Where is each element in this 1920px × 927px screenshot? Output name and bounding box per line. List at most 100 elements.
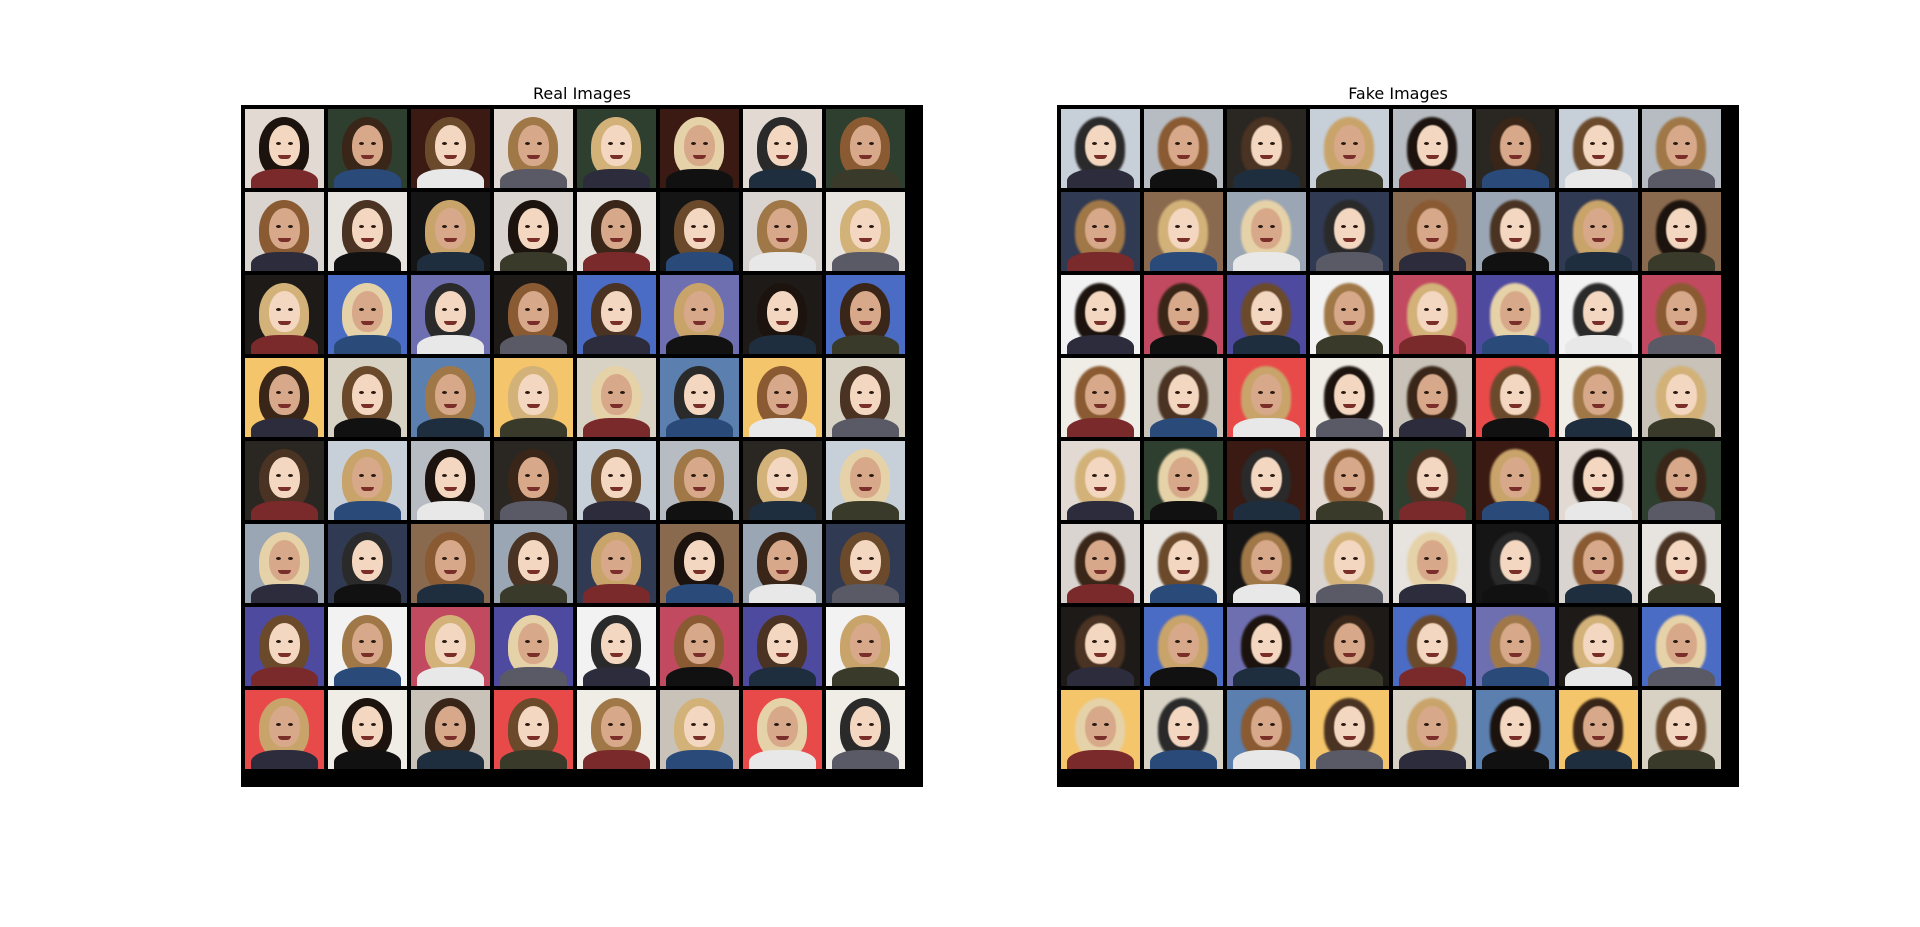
mouth-shape <box>1177 736 1190 740</box>
face-shape <box>767 374 798 415</box>
shoulders-shape <box>1482 418 1549 437</box>
left-eye <box>608 474 613 477</box>
face-shape <box>518 706 549 747</box>
shoulders-shape <box>1482 750 1549 769</box>
right-eye <box>1187 391 1192 394</box>
right-eye <box>786 308 791 311</box>
face-shape <box>1417 208 1448 249</box>
right-eye <box>1436 391 1441 394</box>
right-eye <box>1353 557 1358 560</box>
left-eye <box>608 640 613 643</box>
fake-image-tile <box>1144 441 1223 520</box>
mouth-shape <box>693 653 706 657</box>
shoulders-shape <box>1150 252 1217 271</box>
shoulders-shape <box>1067 335 1134 354</box>
left-eye <box>1175 474 1180 477</box>
fake-image-tile <box>1393 524 1472 603</box>
mouth-shape <box>776 487 789 491</box>
shoulders-shape <box>832 335 899 354</box>
real-image-tile <box>743 690 822 769</box>
mouth-shape <box>1426 736 1439 740</box>
left-eye <box>359 640 364 643</box>
mouth-shape <box>1509 487 1522 491</box>
mouth-shape <box>1260 321 1273 325</box>
left-eye <box>1175 308 1180 311</box>
fake-image-tile <box>1227 275 1306 354</box>
mouth-shape <box>1260 404 1273 408</box>
face-shape <box>1500 291 1531 332</box>
face-shape <box>1251 623 1282 664</box>
shoulders-shape <box>251 584 318 603</box>
mouth-shape <box>693 570 706 574</box>
mouth-shape <box>1343 653 1356 657</box>
shoulders-shape <box>1482 335 1549 354</box>
face-shape <box>1666 706 1697 747</box>
left-eye <box>857 723 862 726</box>
mouth-shape <box>1177 155 1190 159</box>
fake-image-tile <box>1227 109 1306 188</box>
left-eye <box>774 308 779 311</box>
right-eye <box>1353 142 1358 145</box>
fake-image-tile <box>1559 275 1638 354</box>
mouth-shape <box>1094 736 1107 740</box>
left-eye <box>1590 557 1595 560</box>
right-eye <box>1104 308 1109 311</box>
mouth-shape <box>361 238 374 242</box>
left-eye <box>525 308 530 311</box>
fake-image-tile <box>1144 524 1223 603</box>
face-shape <box>1666 457 1697 498</box>
face-shape <box>1500 540 1531 581</box>
fake-image-tile <box>1144 192 1223 271</box>
shoulders-shape <box>417 335 484 354</box>
real-image-tile <box>577 441 656 520</box>
right-eye <box>869 142 874 145</box>
face-shape <box>352 457 383 498</box>
fake-images-panel: Fake Images <box>1057 85 1739 787</box>
mouth-shape <box>776 321 789 325</box>
left-eye <box>525 640 530 643</box>
left-eye <box>276 640 281 643</box>
real-image-tile <box>245 607 324 686</box>
shoulders-shape <box>334 501 401 520</box>
right-eye <box>1270 391 1275 394</box>
shoulders-shape <box>1399 501 1466 520</box>
mouth-shape <box>444 653 457 657</box>
fake-image-tile <box>1642 524 1721 603</box>
mouth-shape <box>527 736 540 740</box>
mouth-shape <box>1426 321 1439 325</box>
right-eye <box>371 142 376 145</box>
shoulders-shape <box>583 584 650 603</box>
left-eye <box>1507 723 1512 726</box>
right-eye <box>1436 474 1441 477</box>
face-shape <box>352 540 383 581</box>
left-eye <box>442 225 447 228</box>
mouth-shape <box>1343 238 1356 242</box>
shoulders-shape <box>1648 418 1715 437</box>
shoulders-shape <box>251 418 318 437</box>
fake-image-tile <box>1393 690 1472 769</box>
left-eye <box>525 474 530 477</box>
shoulders-shape <box>1399 252 1466 271</box>
real-image-tile <box>494 441 573 520</box>
left-eye <box>1092 391 1097 394</box>
fake-image-tile <box>1310 524 1389 603</box>
left-eye <box>1507 308 1512 311</box>
face-shape <box>1251 457 1282 498</box>
right-eye <box>786 640 791 643</box>
real-image-tile <box>660 607 739 686</box>
shoulders-shape <box>1399 750 1466 769</box>
right-eye <box>1519 308 1524 311</box>
left-eye <box>442 391 447 394</box>
shoulders-shape <box>500 335 567 354</box>
left-eye <box>1092 723 1097 726</box>
shoulders-shape <box>1316 501 1383 520</box>
left-eye <box>1507 557 1512 560</box>
right-eye <box>620 308 625 311</box>
right-eye <box>288 308 293 311</box>
fake-image-tile <box>1642 441 1721 520</box>
left-eye <box>1341 474 1346 477</box>
mouth-shape <box>1260 653 1273 657</box>
shoulders-shape <box>334 584 401 603</box>
face-shape <box>1666 208 1697 249</box>
real-image-tile <box>328 690 407 769</box>
